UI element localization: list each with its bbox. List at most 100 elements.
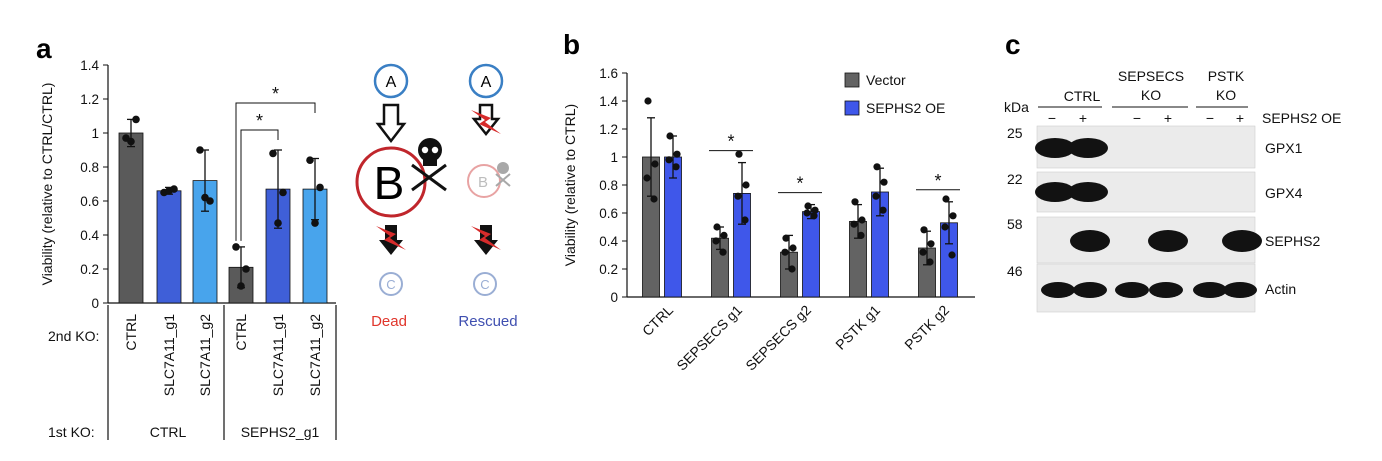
data-point-a [206,197,214,205]
data-point-b [734,192,742,200]
y-tick-label-a: 0 [91,296,99,311]
y-tick-label-a: 1 [91,126,99,141]
significance-star-a: * [256,111,263,131]
significance-bracket-a [235,102,316,241]
kda-label: kDa [1004,99,1029,115]
node-a-circle-rescued [468,63,504,99]
significance-star-b: * [796,174,803,194]
legend-swatch-b [844,100,860,116]
data-point-b [782,234,790,242]
data-point-b [666,132,674,140]
data-point-b [719,248,727,256]
data-point-a [279,188,287,197]
data-point-b [651,160,659,168]
diagram-rescued: A B C Rescued [458,63,518,330]
band-sephs2 [1148,230,1188,252]
x-tick-label-b: SEPSECS g2 [742,302,814,374]
node-a-circle-dead [373,63,409,99]
data-point-b [879,206,887,214]
kda-marker: 25 [1007,125,1023,141]
data-point-a [127,137,135,146]
blot-group-label: KO [1216,87,1236,103]
data-point-a [316,183,324,192]
data-point-b [803,209,811,217]
data-point-b [927,240,935,248]
band-gpx1 [1035,138,1075,158]
x-tick-label-b: PSTK g1 [832,302,883,353]
node-b-label-dead: B [374,157,405,209]
data-point-b [810,212,818,220]
y-tick-label-b: 1.4 [599,94,618,109]
x-tick-label-a: SLC7A11_g1 [270,314,286,396]
bar-b-1-2 [802,211,820,298]
data-point-b [942,195,950,203]
data-point-b [804,202,812,210]
data-point-b [920,226,928,234]
data-point-b [858,216,866,224]
data-point-b [949,212,957,220]
data-point-a [132,115,140,124]
y-axis-title-a: Viability (relative to CTRL/CTRL) [39,83,55,286]
data-point-b [857,231,865,239]
data-point-b [741,216,749,224]
data-point-b [948,251,956,259]
band-actin [1223,282,1257,298]
data-point-b [789,244,797,252]
band-actin [1115,282,1149,298]
skull-crossbones-icon [411,138,447,192]
blot-group-label: SEPSECS [1118,68,1184,84]
data-point-b [712,237,720,245]
data-point-a [269,149,277,158]
band-actin [1149,282,1183,298]
blocked-arrow-icon [376,225,406,255]
significance-bracket-a [240,129,279,241]
band-actin [1041,282,1075,298]
data-point-b [788,265,796,273]
data-point-b [672,163,680,171]
panel-b-chart: 0 0.2 0.4 0.6 0.8 1 1.2 1.4 1.6 Viability (relati… [562,66,975,374]
x-tick-label-a: SLC7A11_g1 [161,314,177,396]
data-point-b [851,198,859,206]
data-point-a [306,156,314,164]
data-point-b [872,192,880,200]
data-point-b [850,220,858,228]
x-tick-label-b: PSTK g2 [901,302,952,353]
band-gpx4 [1068,182,1108,202]
data-point-b [720,231,728,239]
lane-sign: + [1079,110,1087,126]
y-tick-label-a: 1.4 [80,58,99,73]
bar-a-0 [118,132,144,304]
lane-sign: − [1133,110,1141,126]
y-tick-label-b: 0.8 [599,178,618,193]
data-point-b [926,258,934,266]
data-point-b [644,97,652,105]
node-c-label-dead: C [386,277,395,292]
x-tick-label-a: CTRL [233,314,249,351]
kda-marker: 22 [1007,171,1023,187]
band-sephs2 [1070,230,1110,252]
data-point-b [673,150,681,158]
panel-label-b: b [563,29,580,60]
band-sephs2 [1222,230,1262,252]
sephs2-oe-label: SEPHS2 OE [1262,110,1341,126]
blot-group-label: KO [1141,87,1161,103]
data-point-b [873,163,881,171]
node-c-circle-dead [379,272,403,296]
legend-label-b: SEPHS2 OE [866,100,945,116]
data-point-b [811,206,819,214]
band-actin [1193,282,1227,298]
node-a-label-dead: A [386,74,397,91]
y-tick-label-b: 1.2 [599,122,618,137]
row-label-second-ko: 2nd KO: [48,328,99,344]
dead-label: Dead [371,313,407,330]
y-tick-label-a: 0.4 [80,228,99,243]
node-b-circle-rescued [467,164,501,198]
data-point-a [232,243,240,251]
protein-label: SEPHS2 [1265,233,1320,249]
lane-sign: + [1164,110,1172,126]
x-tick-label-b: SEPSECS g1 [673,302,745,374]
y-tick-label-a: 0.6 [80,194,99,209]
data-point-a [237,282,245,290]
x-tick-label-a: SLC7A11_g2 [197,314,213,396]
